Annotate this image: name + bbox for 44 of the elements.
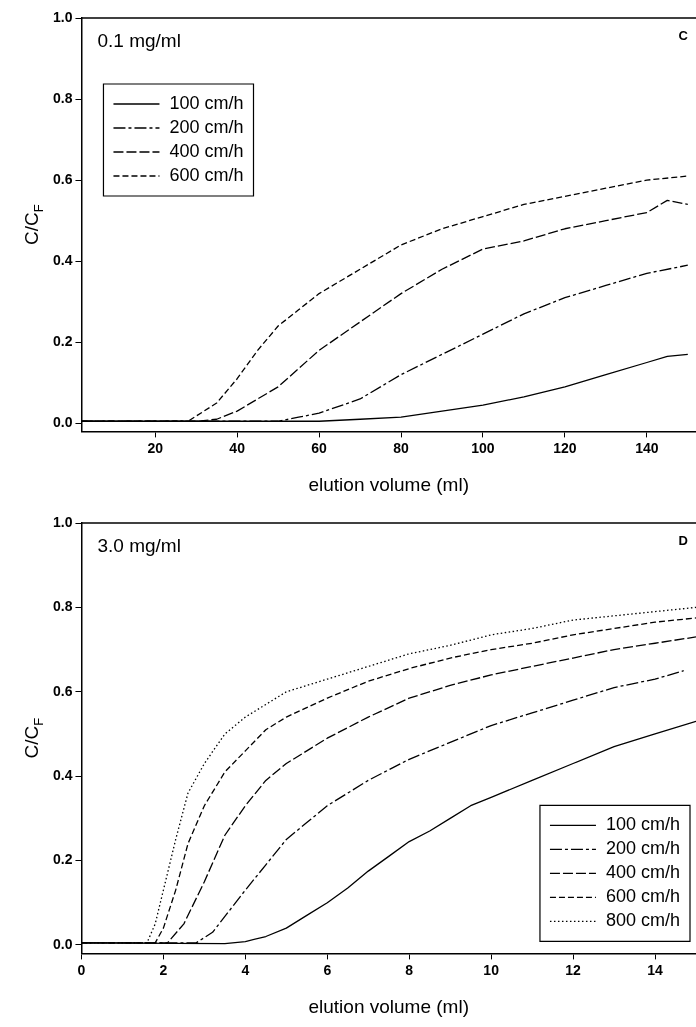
x-tick-label: 0 xyxy=(77,961,86,978)
legend-label: 200 cm/h xyxy=(169,116,244,137)
annotation: C xyxy=(678,28,689,44)
x-axis-title: elution volume (ml) xyxy=(308,473,469,495)
legend-label: 400 cm/h xyxy=(169,140,244,161)
legend-label: 200 cm/h xyxy=(605,838,681,859)
x-axis-title: elution volume (ml) xyxy=(308,995,469,1017)
x-tick-label: 12 xyxy=(565,961,582,978)
y-tick-label: 0.0 xyxy=(52,935,73,952)
x-tick-label: 120 xyxy=(553,439,577,456)
x-tick-label: 100 xyxy=(471,439,495,456)
x-tick-label: 140 xyxy=(635,439,659,456)
y-tick-label: 0.6 xyxy=(52,682,73,699)
y-tick-label: 0.8 xyxy=(52,598,73,615)
y-tick-label: 1.0 xyxy=(52,8,73,25)
legend-label: 800 cm/h xyxy=(605,910,681,931)
y-tick-label: 0.4 xyxy=(52,767,73,784)
legend-label: 400 cm/h xyxy=(605,862,681,883)
y-tick-label: 0.6 xyxy=(52,170,73,187)
x-tick-label: 6 xyxy=(323,961,332,978)
x-tick-label: 4 xyxy=(241,961,250,978)
legend-label: 100 cm/h xyxy=(169,92,244,113)
x-tick-label: 14 xyxy=(647,961,664,978)
legend-label: 600 cm/h xyxy=(169,164,244,185)
annotation: 0.1 mg/ml xyxy=(97,29,181,51)
x-tick-label: 20 xyxy=(147,439,164,456)
x-tick-label: 40 xyxy=(229,439,246,456)
y-tick-label: 0.2 xyxy=(52,851,73,868)
legend-label: 600 cm/h xyxy=(605,886,681,907)
x-tick-label: 2 xyxy=(159,961,168,978)
x-tick-label: 8 xyxy=(405,961,414,978)
annotation: D xyxy=(678,533,688,549)
y-tick-label: 0.4 xyxy=(52,252,73,269)
y-axis-title: C/CF xyxy=(21,717,46,759)
legend-label: 100 cm/h xyxy=(605,814,681,835)
x-tick-label: 60 xyxy=(311,439,328,456)
y-axis-title: C/CF xyxy=(21,204,46,246)
x-tick-label: 10 xyxy=(483,961,500,978)
y-tick-label: 0.8 xyxy=(52,89,73,106)
y-tick-label: 0.0 xyxy=(52,414,73,431)
y-tick-label: 0.2 xyxy=(52,333,73,350)
y-tick-label: 1.0 xyxy=(52,513,73,530)
x-tick-label: 80 xyxy=(393,439,410,456)
annotation: 3.0 mg/ml xyxy=(97,534,181,556)
